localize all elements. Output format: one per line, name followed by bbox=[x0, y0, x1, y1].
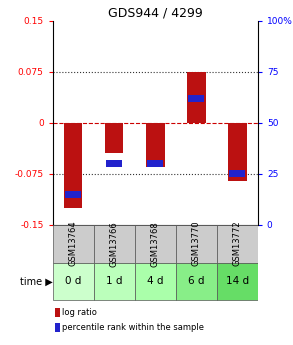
Text: GSM13766: GSM13766 bbox=[110, 221, 119, 266]
Bar bbox=[188, 95, 204, 102]
Text: 6 d: 6 d bbox=[188, 276, 205, 286]
Bar bbox=[187, 72, 205, 123]
Bar bbox=[217, 225, 258, 263]
Bar bbox=[106, 160, 122, 167]
Bar bbox=[65, 191, 81, 198]
Text: GSM13768: GSM13768 bbox=[151, 221, 160, 266]
Text: GSM13772: GSM13772 bbox=[233, 221, 242, 266]
Text: 0 d: 0 d bbox=[65, 276, 81, 286]
Bar bbox=[146, 123, 165, 167]
Bar bbox=[64, 123, 83, 208]
Text: time ▶: time ▶ bbox=[20, 276, 53, 286]
Text: 1 d: 1 d bbox=[106, 276, 122, 286]
Bar bbox=[55, 308, 60, 317]
Bar bbox=[53, 263, 94, 300]
Text: 14 d: 14 d bbox=[226, 276, 249, 286]
Bar bbox=[55, 323, 60, 333]
Bar bbox=[94, 263, 135, 300]
Bar bbox=[135, 225, 176, 263]
Bar bbox=[53, 225, 94, 263]
Bar bbox=[228, 123, 246, 180]
Bar bbox=[176, 225, 217, 263]
Bar bbox=[176, 263, 217, 300]
Text: percentile rank within the sample: percentile rank within the sample bbox=[62, 323, 204, 332]
Text: log ratio: log ratio bbox=[62, 308, 97, 317]
Bar bbox=[94, 225, 135, 263]
Text: GSM13764: GSM13764 bbox=[69, 221, 78, 266]
Bar bbox=[105, 123, 124, 153]
Bar bbox=[229, 170, 245, 177]
Text: GSM13770: GSM13770 bbox=[192, 221, 201, 266]
Bar bbox=[135, 263, 176, 300]
Bar bbox=[217, 263, 258, 300]
Text: 4 d: 4 d bbox=[147, 276, 163, 286]
Bar bbox=[147, 160, 163, 167]
Title: GDS944 / 4299: GDS944 / 4299 bbox=[108, 7, 203, 20]
